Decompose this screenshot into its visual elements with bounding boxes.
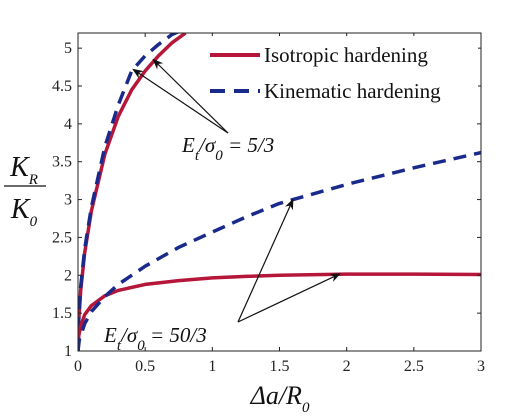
y-tick-label: 2.5 — [52, 229, 72, 246]
legend-box — [200, 36, 478, 110]
x-tick-label: 0 — [74, 358, 82, 375]
legend: Isotropic hardening Kinematic hardening — [200, 36, 478, 110]
annotation-arrow — [237, 273, 341, 323]
x-tick-label: 1.5 — [270, 358, 290, 375]
y-tick-label: 4 — [64, 116, 72, 133]
y-axis-label-numerator: KR — [9, 152, 38, 188]
y-axis-label-denominator: K0 — [10, 194, 38, 230]
legend-label: Kinematic hardening — [264, 79, 441, 103]
series-line-4 — [78, 150, 481, 351]
x-tick-label: 2 — [343, 358, 351, 375]
x-tick-label: 1 — [208, 358, 216, 375]
ticks-layer: 0 0.5 1 1.5 2 2.5 3 1 1.5 2 2.5 3 3.5 4 4.5 5 — [52, 33, 485, 375]
annotation-label: Et/σ0 = 5/3 — [181, 133, 274, 164]
series-line-3 — [78, 272, 481, 351]
y-tick-label: 2 — [64, 267, 72, 284]
annotation-arrow — [152, 58, 229, 134]
annotation-label: Et/σ0 = 50/3 — [103, 323, 207, 354]
series-line-2 — [78, 33, 180, 351]
legend-label: Isotropic hardening — [264, 43, 428, 67]
series-layer — [78, 33, 481, 351]
axis-labels: KR K0 Δa/R0 — [4, 152, 310, 416]
x-axis-label: Δa/R0 — [250, 381, 310, 416]
x-tick-label: 0.5 — [135, 358, 155, 375]
y-tick-label: 1.5 — [52, 305, 72, 322]
x-tick-label: 3 — [477, 358, 485, 375]
y-tick-label: 3.5 — [52, 154, 72, 171]
x-tick-label: 2.5 — [404, 358, 424, 375]
annotations: Et/σ0 = 5/3 Et/σ0 = 50/3 — [103, 58, 341, 354]
y-tick-label: 4.5 — [52, 78, 72, 95]
y-tick-label: 1 — [64, 343, 72, 360]
y-tick-label: 3 — [64, 192, 72, 209]
annotation-arrow — [132, 68, 229, 134]
y-tick-label: 5 — [64, 40, 72, 57]
series-line-1 — [78, 33, 187, 351]
annotation-arrow — [237, 198, 294, 323]
